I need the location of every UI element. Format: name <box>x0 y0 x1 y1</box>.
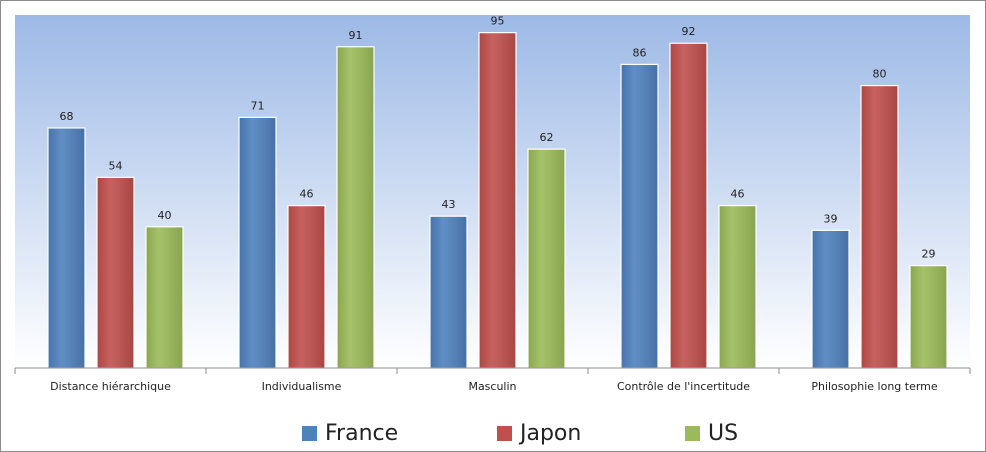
data-label-us-2: 62 <box>540 131 554 144</box>
data-label-france-2: 43 <box>442 198 456 211</box>
bar-shade-us-3 <box>719 206 756 368</box>
bar-shade-japon-1 <box>288 206 325 368</box>
bar-shade-us-4 <box>910 266 947 368</box>
category-label-2: Masculin <box>468 380 516 393</box>
bar-shade-japon-3 <box>670 43 707 368</box>
bar-shade-france-1 <box>239 117 276 368</box>
bar-shade-japon-4 <box>861 86 898 368</box>
data-label-us-4: 29 <box>922 248 936 261</box>
bar-shade-japon-2 <box>479 33 516 368</box>
bar-shade-france-2 <box>430 216 467 368</box>
bar-shade-us-1 <box>337 47 374 368</box>
data-label-us-1: 91 <box>349 29 363 42</box>
bar-shade-us-2 <box>528 149 565 368</box>
data-label-japon-4: 80 <box>873 68 887 81</box>
data-label-us-3: 46 <box>731 188 745 201</box>
bar-shade-us-0 <box>146 227 183 368</box>
legend-label-france: France <box>325 420 399 446</box>
data-label-france-0: 68 <box>60 110 74 123</box>
legend-item-japon: Japon <box>497 418 581 448</box>
bar-shade-japon-0 <box>97 177 134 368</box>
data-label-japon-0: 54 <box>109 159 123 172</box>
data-label-france-1: 71 <box>251 99 265 112</box>
data-label-france-3: 86 <box>633 46 647 59</box>
bar-shade-france-4 <box>812 230 849 368</box>
category-label-0: Distance hiérarchique <box>50 380 171 393</box>
legend-item-us: US <box>685 418 738 448</box>
legend-label-us: US <box>708 420 739 446</box>
legend-swatch-us <box>685 425 700 441</box>
data-label-france-4: 39 <box>824 212 838 225</box>
data-label-japon-2: 95 <box>491 15 505 28</box>
legend-label-japon: Japon <box>520 420 582 446</box>
bar-shade-france-3 <box>621 65 658 368</box>
legend: France Japon US <box>0 418 986 448</box>
bar-shade-france-0 <box>48 128 85 368</box>
data-label-us-0: 40 <box>158 209 172 222</box>
legend-item-france: France <box>302 418 398 448</box>
data-label-japon-3: 92 <box>682 25 696 38</box>
legend-swatch-france <box>302 425 317 441</box>
legend-swatch-japon <box>497 425 512 441</box>
category-label-4: Philosophie long terme <box>811 380 938 393</box>
category-label-1: Individualisme <box>262 380 342 393</box>
category-label-3: Contrôle de l'incertitude <box>617 380 750 393</box>
data-label-japon-1: 46 <box>300 188 314 201</box>
